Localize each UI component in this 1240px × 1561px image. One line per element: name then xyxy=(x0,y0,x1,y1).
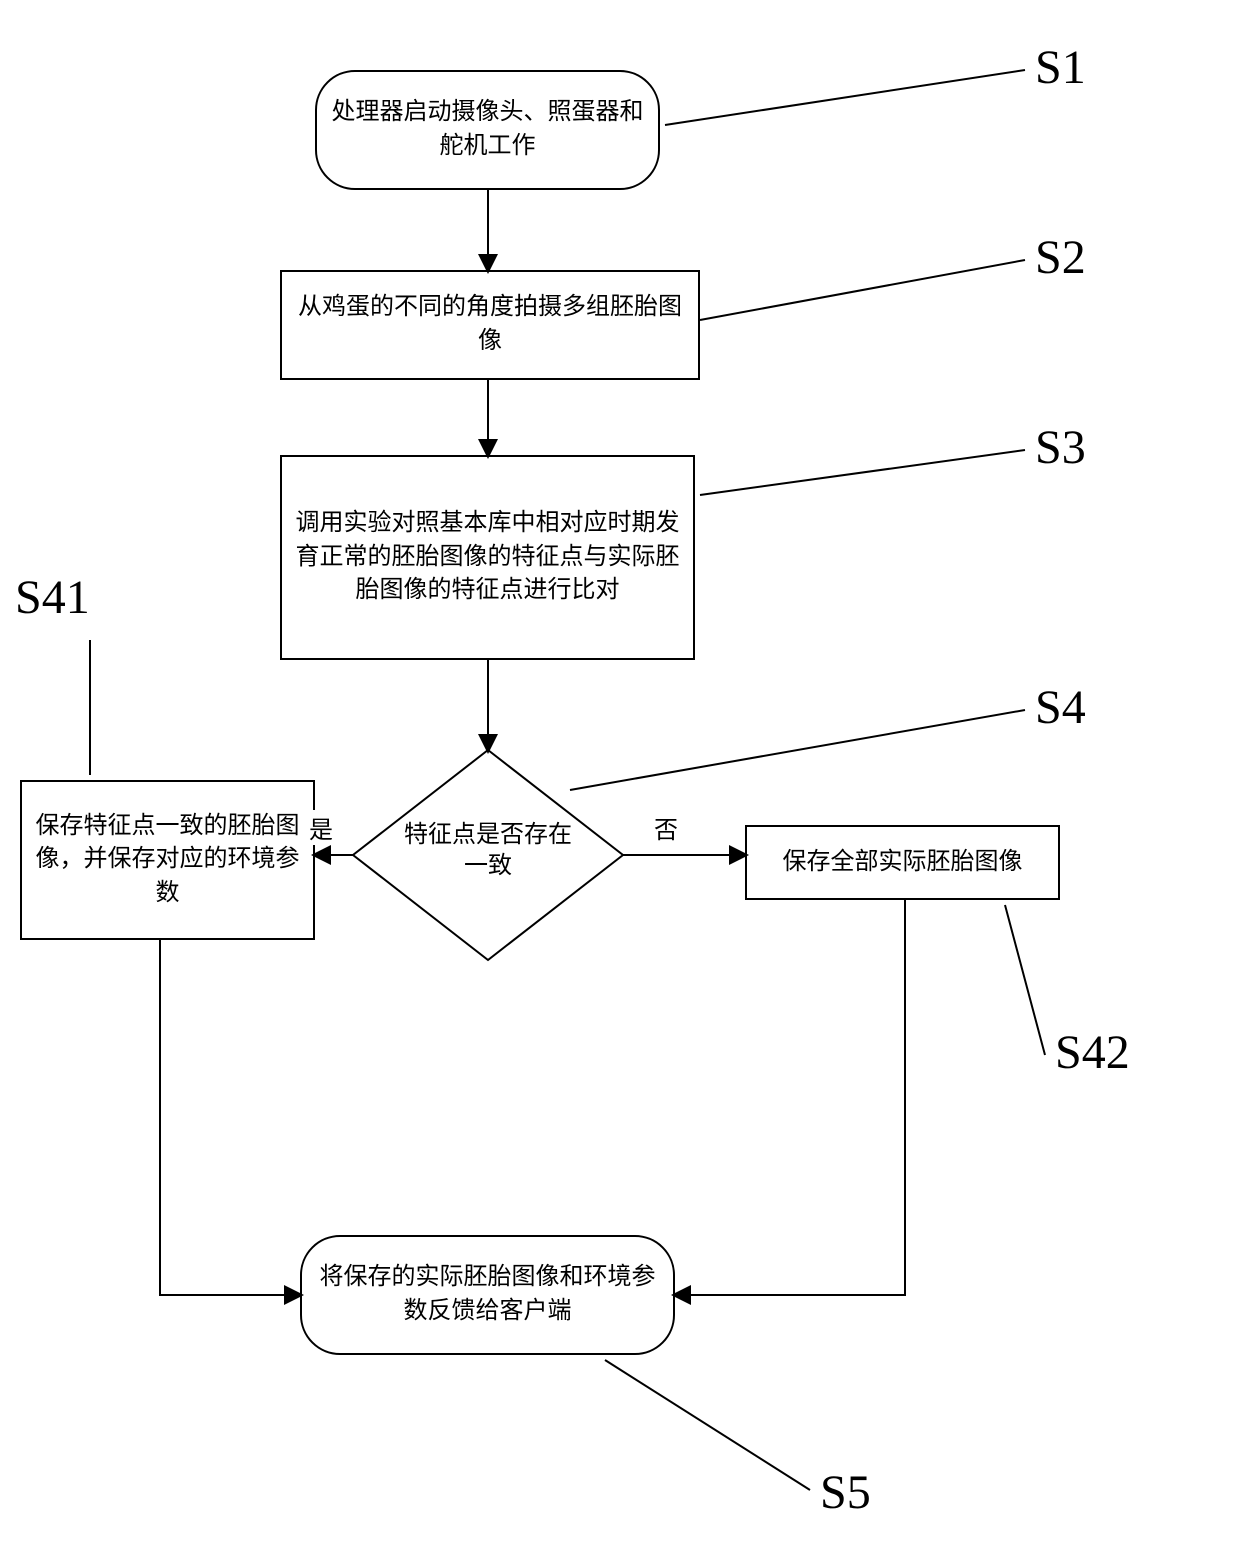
node-s41: 保存特征点一致的胚胎图像，并保存对应的环境参数 xyxy=(20,780,315,940)
label-s41: S41 xyxy=(15,570,90,625)
node-s42: 保存全部实际胚胎图像 xyxy=(745,825,1060,900)
label-s2: S2 xyxy=(1035,230,1086,285)
node-s4-text: 特征点是否存在一致 xyxy=(393,820,583,882)
node-s42-text: 保存全部实际胚胎图像 xyxy=(783,846,1023,880)
node-s3-text: 调用实验对照基本库中相对应时期发育正常的胚胎图像的特征点与实际胚胎图像的特征点进… xyxy=(294,507,681,608)
node-s2-text: 从鸡蛋的不同的角度拍摄多组胚胎图像 xyxy=(294,291,686,358)
edge-label-no: 否 xyxy=(650,810,682,845)
label-s1: S1 xyxy=(1035,40,1086,95)
node-s1-text: 处理器启动摄像头、照蛋器和舵机工作 xyxy=(329,96,646,163)
node-s5-text: 将保存的实际胚胎图像和环境参数反馈给客户端 xyxy=(314,1261,661,1328)
edge-label-yes: 是 xyxy=(305,810,337,845)
label-s4: S4 xyxy=(1035,680,1086,735)
label-s5: S5 xyxy=(820,1465,871,1520)
node-s1: 处理器启动摄像头、照蛋器和舵机工作 xyxy=(315,70,660,190)
label-s42: S42 xyxy=(1055,1025,1130,1080)
node-s2: 从鸡蛋的不同的角度拍摄多组胚胎图像 xyxy=(280,270,700,380)
label-s3: S3 xyxy=(1035,420,1086,475)
node-s3: 调用实验对照基本库中相对应时期发育正常的胚胎图像的特征点与实际胚胎图像的特征点进… xyxy=(280,455,695,660)
node-s41-text: 保存特征点一致的胚胎图像，并保存对应的环境参数 xyxy=(34,810,301,911)
node-s5: 将保存的实际胚胎图像和环境参数反馈给客户端 xyxy=(300,1235,675,1355)
